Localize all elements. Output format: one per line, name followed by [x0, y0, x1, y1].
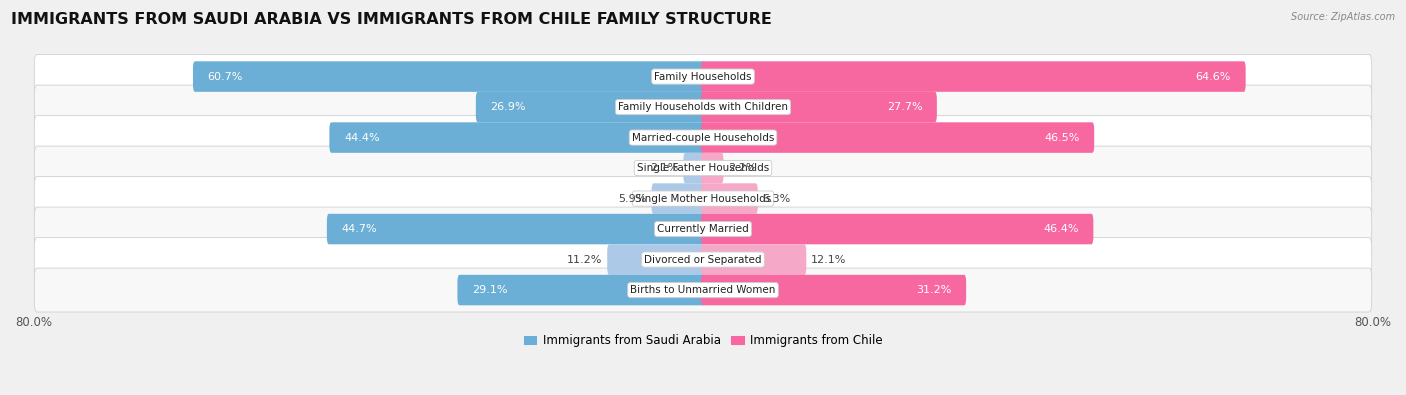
Text: 12.1%: 12.1%	[811, 254, 846, 265]
Text: 2.1%: 2.1%	[651, 163, 679, 173]
FancyBboxPatch shape	[34, 116, 1372, 160]
FancyBboxPatch shape	[326, 214, 704, 245]
Text: Source: ZipAtlas.com: Source: ZipAtlas.com	[1291, 12, 1395, 22]
Text: 44.7%: 44.7%	[342, 224, 377, 234]
FancyBboxPatch shape	[702, 214, 1094, 245]
Text: 29.1%: 29.1%	[472, 285, 508, 295]
FancyBboxPatch shape	[702, 275, 966, 305]
FancyBboxPatch shape	[702, 61, 1246, 92]
FancyBboxPatch shape	[457, 275, 704, 305]
FancyBboxPatch shape	[34, 268, 1372, 312]
FancyBboxPatch shape	[329, 122, 704, 153]
FancyBboxPatch shape	[651, 183, 704, 214]
FancyBboxPatch shape	[34, 146, 1372, 190]
FancyBboxPatch shape	[193, 61, 704, 92]
Text: 6.3%: 6.3%	[762, 194, 790, 203]
Text: Family Households: Family Households	[654, 71, 752, 82]
Text: Currently Married: Currently Married	[657, 224, 749, 234]
FancyBboxPatch shape	[34, 85, 1372, 129]
Text: 11.2%: 11.2%	[567, 254, 603, 265]
Text: Married-couple Households: Married-couple Households	[631, 133, 775, 143]
Text: Divorced or Separated: Divorced or Separated	[644, 254, 762, 265]
Text: 64.6%: 64.6%	[1195, 71, 1232, 82]
FancyBboxPatch shape	[34, 238, 1372, 282]
FancyBboxPatch shape	[475, 92, 704, 122]
Text: 46.4%: 46.4%	[1043, 224, 1078, 234]
FancyBboxPatch shape	[702, 92, 936, 122]
FancyBboxPatch shape	[702, 153, 724, 183]
Legend: Immigrants from Saudi Arabia, Immigrants from Chile: Immigrants from Saudi Arabia, Immigrants…	[519, 329, 887, 352]
FancyBboxPatch shape	[607, 244, 704, 275]
Text: 46.5%: 46.5%	[1045, 133, 1080, 143]
Text: 2.2%: 2.2%	[728, 163, 756, 173]
Text: 31.2%: 31.2%	[917, 285, 952, 295]
Text: Single Mother Households: Single Mother Households	[636, 194, 770, 203]
FancyBboxPatch shape	[34, 207, 1372, 251]
Text: 27.7%: 27.7%	[887, 102, 922, 112]
Text: 44.4%: 44.4%	[344, 133, 380, 143]
Text: Family Households with Children: Family Households with Children	[619, 102, 787, 112]
FancyBboxPatch shape	[702, 244, 806, 275]
Text: 60.7%: 60.7%	[208, 71, 243, 82]
FancyBboxPatch shape	[702, 183, 758, 214]
Text: IMMIGRANTS FROM SAUDI ARABIA VS IMMIGRANTS FROM CHILE FAMILY STRUCTURE: IMMIGRANTS FROM SAUDI ARABIA VS IMMIGRAN…	[11, 12, 772, 27]
FancyBboxPatch shape	[683, 153, 704, 183]
Text: Births to Unmarried Women: Births to Unmarried Women	[630, 285, 776, 295]
FancyBboxPatch shape	[34, 177, 1372, 220]
FancyBboxPatch shape	[34, 55, 1372, 98]
FancyBboxPatch shape	[702, 122, 1094, 153]
Text: Single Father Households: Single Father Households	[637, 163, 769, 173]
Text: 26.9%: 26.9%	[491, 102, 526, 112]
Text: 5.9%: 5.9%	[619, 194, 647, 203]
